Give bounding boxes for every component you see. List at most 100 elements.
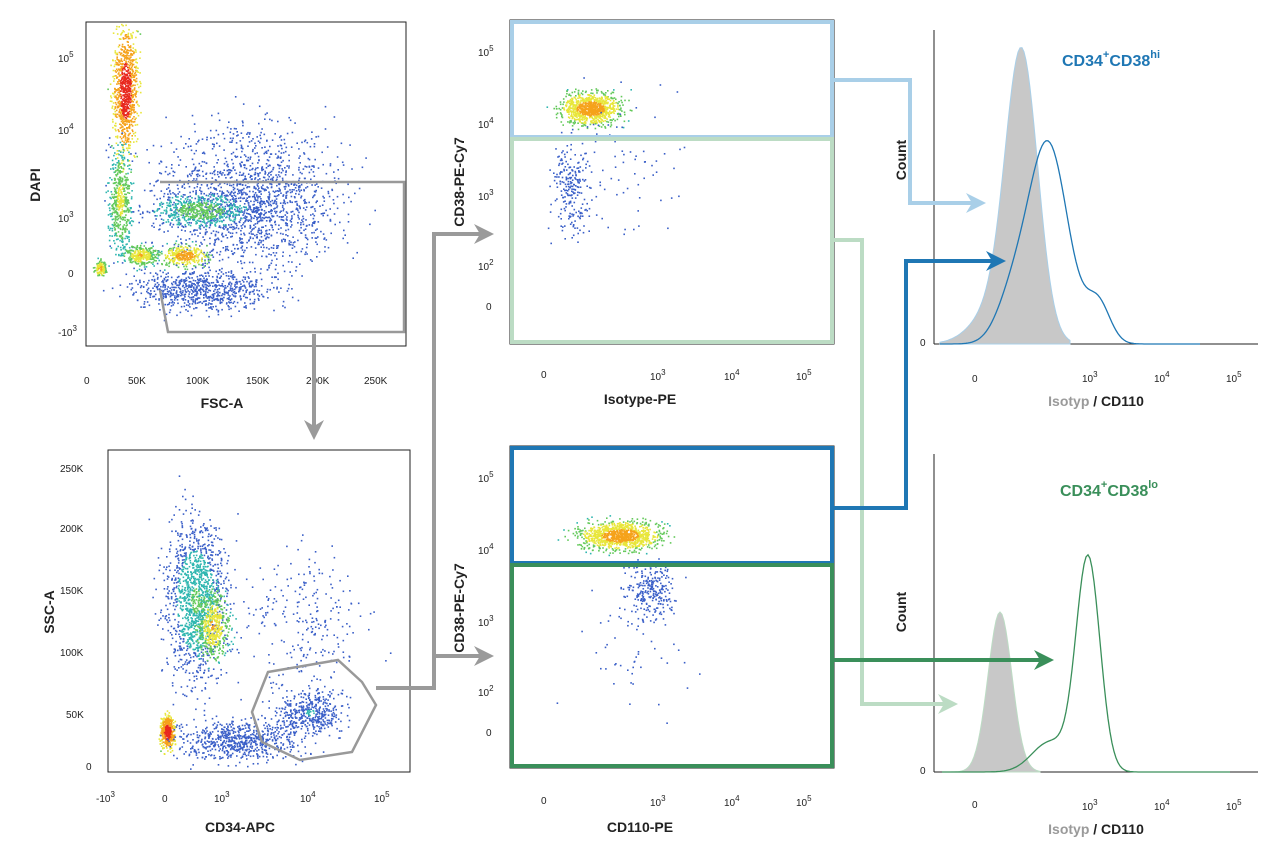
event-dot <box>137 250 139 252</box>
event-dot <box>197 200 200 203</box>
event-dot <box>229 131 232 134</box>
event-dot <box>278 187 280 190</box>
event-dot <box>291 201 293 204</box>
event-dot <box>214 239 216 241</box>
event-dot <box>165 210 167 213</box>
event-dot <box>291 247 294 249</box>
event-dot <box>126 63 128 65</box>
event-dot <box>137 209 140 212</box>
event-dot <box>119 295 121 298</box>
event-dot <box>208 289 210 291</box>
event-dot <box>125 198 127 200</box>
event-dot <box>228 171 230 174</box>
event-dot <box>115 129 117 132</box>
event-dot <box>212 306 214 308</box>
event-dot <box>181 298 183 300</box>
event-dot <box>129 254 132 256</box>
event-dot <box>163 278 166 281</box>
event-dot <box>231 158 233 161</box>
event-dot <box>123 76 126 79</box>
event-dot <box>197 279 200 282</box>
event-dot <box>118 253 120 256</box>
event-dot <box>198 263 200 266</box>
event-dot <box>177 223 180 225</box>
event-dot <box>271 139 274 141</box>
event-dot <box>183 282 186 284</box>
event-dot <box>200 197 203 200</box>
event-dot <box>308 224 311 226</box>
event-dot <box>191 197 193 199</box>
event-dot <box>209 242 211 245</box>
event-dot <box>276 190 279 192</box>
event-dot <box>245 200 247 202</box>
event-dot <box>166 288 168 290</box>
event-dot <box>126 103 129 106</box>
event-dot <box>186 222 189 224</box>
event-dot <box>162 202 165 205</box>
event-dot <box>182 249 185 252</box>
event-dot <box>123 95 126 98</box>
event-dot <box>119 127 122 129</box>
event-dot <box>249 271 252 273</box>
event-dot <box>229 281 231 284</box>
event-dot <box>99 272 101 274</box>
event-dot <box>100 264 103 266</box>
event-dot <box>336 207 339 210</box>
event-dot <box>221 301 223 304</box>
event-dot <box>229 232 232 234</box>
event-dot <box>184 205 186 208</box>
event-dot <box>193 206 195 208</box>
event-dot <box>123 149 126 152</box>
event-dot <box>233 127 236 130</box>
event-dot <box>124 202 126 204</box>
event-dot <box>270 234 273 237</box>
event-dot <box>185 243 188 245</box>
event-dot <box>236 183 238 186</box>
event-dot <box>162 222 165 224</box>
event-dot <box>286 182 288 185</box>
event-dot <box>121 216 124 219</box>
event-dot <box>297 222 299 224</box>
event-dot <box>184 211 187 213</box>
event-dot <box>127 69 130 71</box>
event-dot <box>128 110 131 113</box>
event-dot <box>122 37 125 39</box>
event-dot <box>130 52 132 55</box>
event-dot <box>119 60 121 63</box>
event-dot <box>252 237 254 240</box>
event-dot <box>132 220 135 223</box>
event-dot <box>261 226 263 229</box>
event-dot <box>254 192 257 194</box>
event-dot <box>205 210 208 212</box>
event-dot <box>128 55 130 57</box>
event-dot <box>203 211 205 214</box>
event-dot <box>225 291 227 294</box>
event-dot <box>210 254 212 257</box>
event-dot <box>112 147 115 149</box>
event-dot <box>225 198 227 200</box>
event-dot <box>230 128 232 130</box>
event-dot <box>116 198 119 200</box>
event-dot <box>282 209 285 212</box>
event-dot <box>133 246 136 249</box>
event-dot <box>205 253 208 256</box>
event-dot <box>189 204 192 207</box>
event-dot <box>121 43 124 46</box>
event-dot <box>266 139 268 142</box>
event-dot <box>235 142 238 144</box>
event-dot <box>285 218 288 220</box>
event-dot <box>204 293 207 295</box>
event-dot <box>123 113 125 115</box>
event-dot <box>206 202 208 204</box>
event-dot <box>240 144 243 147</box>
event-dot <box>262 296 265 298</box>
event-dot <box>251 210 253 213</box>
event-dot <box>193 247 196 249</box>
event-dot <box>227 210 230 212</box>
event-dot <box>313 190 316 193</box>
event-dot <box>120 85 123 88</box>
event-dot <box>129 88 132 90</box>
event-dot <box>208 261 210 264</box>
event-dot <box>261 166 264 168</box>
event-dot <box>315 241 317 243</box>
